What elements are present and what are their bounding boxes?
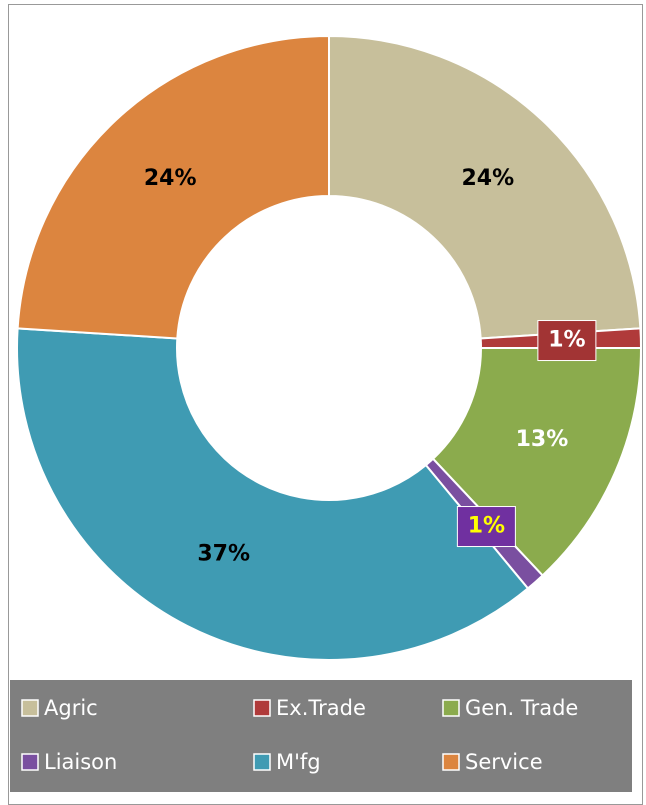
- legend-label: Gen. Trade: [465, 696, 578, 720]
- data-label: 1%: [548, 328, 585, 353]
- legend-swatch: [21, 699, 39, 717]
- donut-slice: [431, 347, 643, 577]
- legend-label: Agric: [44, 696, 98, 720]
- data-label: 13%: [516, 427, 569, 452]
- legend-swatch: [253, 753, 271, 771]
- legend-swatch: [442, 699, 460, 717]
- donut-slice: [328, 34, 642, 340]
- legend-label: M'fg: [276, 750, 321, 774]
- data-label: 37%: [197, 542, 250, 567]
- legend-label: Liaison: [44, 750, 117, 774]
- data-label: 1%: [468, 514, 505, 539]
- donut-slice: [16, 327, 530, 661]
- legend-swatch: [442, 753, 460, 771]
- legend-label: Service: [465, 750, 543, 774]
- data-label: 24%: [461, 166, 514, 191]
- legend-box: [10, 680, 632, 792]
- legend-swatch: [21, 753, 39, 771]
- donut-slice: [16, 34, 330, 340]
- legend-label: Ex.Trade: [276, 696, 366, 720]
- legend-swatch: [253, 699, 271, 717]
- data-label: 24%: [144, 166, 197, 191]
- data-label-box: [456, 506, 516, 548]
- data-label-box: [537, 320, 597, 362]
